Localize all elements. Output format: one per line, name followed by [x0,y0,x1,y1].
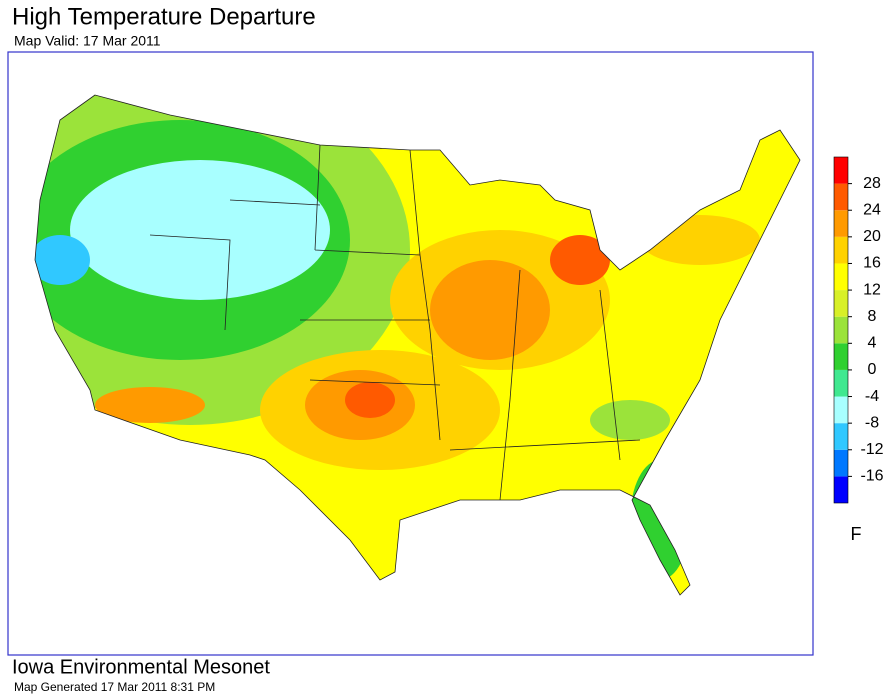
colorbar-segment [834,423,848,450]
colorbar-label: 24 [863,201,881,218]
colorbar-label: 16 [863,255,881,272]
us-outline [34,94,801,596]
colorbar-segment [834,396,848,424]
title: High Temperature Departure [12,3,316,30]
colorbar-segment [834,210,848,237]
colorbar-label: 28 [863,175,881,192]
colorbar-label: -16 [860,468,883,485]
colorbar-segment [834,449,848,477]
colorbar-segment [834,316,848,344]
colorbar-label: 20 [863,228,881,245]
footer-generated: Map Generated 17 Mar 2011 8:31 PM [14,680,215,694]
colorbar: 28 24 20 16 12 8 4 0 -4 -8 -12 -16 F [833,156,884,544]
footer-source: Iowa Environmental Mesonet [12,656,270,678]
colorbar-label: -12 [860,441,883,458]
colorbar-segment [834,183,848,211]
colorbar-segment [834,157,848,184]
colorbar-label: 0 [868,361,877,378]
colorbar-unit: F [851,524,862,544]
colorbar-segment [834,263,848,291]
state-lines [149,144,641,501]
colorbar-label: -4 [865,388,879,405]
colorbar-segment [834,236,848,264]
colorbar-segment [834,343,848,370]
subtitle: Map Valid: 17 Mar 2011 [14,33,161,49]
colorbar-border [833,156,849,504]
colorbar-label: -8 [865,414,879,431]
colorbar-segment [834,290,848,317]
colorbar-segment [834,476,848,503]
colorbar-label: 8 [868,308,877,325]
colorbar-label: 12 [863,281,881,298]
colorbar-segment [834,369,848,397]
colorbar-label: 4 [868,335,877,352]
